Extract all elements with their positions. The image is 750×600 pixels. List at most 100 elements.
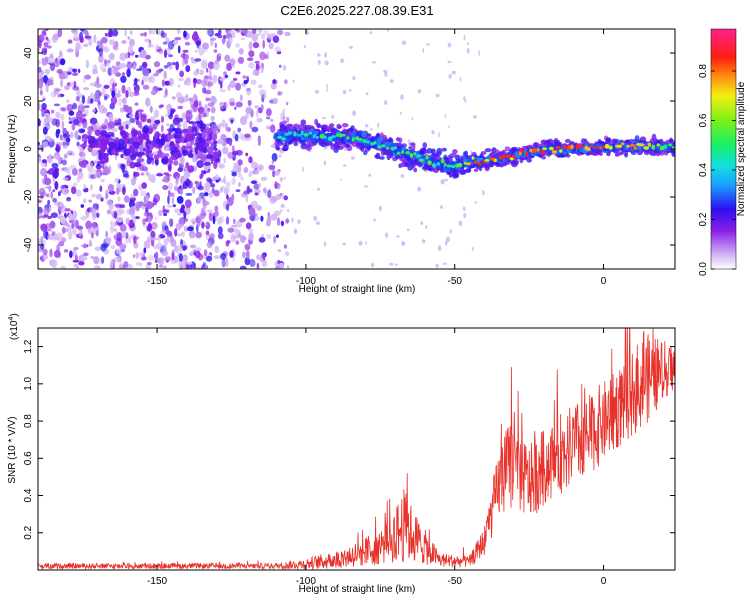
spectrogram-noise-blob — [277, 185, 281, 190]
spectrogram-noise-blob — [213, 255, 221, 260]
spectrogram-noise-blob — [279, 91, 284, 95]
spectrogram-signal-halo — [540, 140, 545, 147]
spectrogram-noise-blob — [119, 244, 123, 248]
spectrogram-noise-blob — [463, 34, 466, 41]
spectrogram-noise-blob — [229, 250, 234, 258]
spectrogram-noise-blob — [174, 208, 180, 214]
spectrogram-noise-blob — [284, 79, 288, 85]
spectrogram-noise-blob — [83, 159, 87, 168]
spectrogram-noise-blob — [58, 241, 65, 247]
spectrogram-signal-core — [381, 144, 386, 148]
spectrogram-noise-blob — [43, 75, 48, 83]
spectrogram-noise-blob — [243, 79, 248, 85]
spectrogram-noise-blob — [142, 132, 150, 141]
spectrogram-noise-blob — [44, 186, 52, 189]
spectrogram-noise-blob — [79, 36, 84, 44]
spectrogram-noise-blob — [101, 87, 106, 96]
spectrogram-noise-blob — [163, 213, 168, 216]
spectrogram-noise-blob — [239, 235, 246, 244]
spectrogram-noise-blob — [180, 53, 186, 59]
snr-y-tick-label: 1.2 — [23, 339, 34, 353]
spectrogram-signal-core — [451, 164, 456, 169]
spectrogram-noise-blob — [155, 251, 159, 261]
spectrogram-signal-core — [551, 150, 558, 154]
spectrogram-noise-blob — [143, 31, 147, 37]
spectrogram-noise-blob — [278, 154, 282, 158]
spectrogram-noise-blob — [180, 243, 183, 253]
spectrogram-noise-blob — [194, 58, 202, 62]
spectrogram-noise-blob — [170, 109, 174, 113]
spectrogram-noise-blob — [233, 218, 236, 224]
spectrogram-noise-blob — [64, 188, 70, 194]
spectrogram-noise-blob — [91, 193, 96, 198]
spectrogram-noise-blob — [231, 224, 238, 228]
spectrogram-noise-blob — [61, 107, 67, 112]
spectrogram-noise-blob — [417, 89, 422, 94]
colorbar-scale — [710, 28, 737, 270]
spectrogram-noise-blob — [42, 126, 48, 135]
spectrogram-noise-blob — [225, 181, 231, 187]
spectrogram-noise-blob — [69, 250, 73, 259]
spectrogram-noise-blob — [119, 107, 125, 113]
spectrogram-y-tick-label: -20 — [23, 189, 34, 204]
spectrogram-noise-blob — [135, 252, 139, 260]
spectrogram-noise-blob — [315, 89, 320, 94]
spectrogram-noise-blob — [163, 175, 171, 183]
spectrogram-noise-blob — [284, 251, 290, 256]
spectrogram-noise-blob — [323, 160, 327, 166]
spectrogram-noise-blob — [166, 61, 172, 67]
spectrogram-noise-blob — [112, 66, 119, 75]
spectrogram-noise-blob — [68, 116, 72, 121]
spectrogram-noise-blob — [156, 31, 162, 35]
spectrogram-noise-blob — [108, 113, 114, 122]
spectrogram-noise-blob — [106, 199, 113, 206]
spectrogram-signal-core — [373, 141, 377, 145]
spectrogram-noise-blob — [439, 205, 444, 209]
spectrogram-noise-blob — [72, 228, 77, 236]
spectrogram-noise-blob — [302, 166, 304, 172]
spectrogram-noise-blob — [128, 113, 134, 118]
spectrogram-noise-blob — [364, 124, 369, 128]
spectrogram-noise-blob — [208, 69, 212, 79]
spectrogram-noise-blob — [261, 62, 264, 69]
spectrogram-noise-blob — [142, 84, 150, 90]
spectrogram-noise-blob — [316, 187, 320, 191]
spectrogram-noise-blob — [223, 157, 226, 164]
spectrogram-noise-blob — [447, 42, 452, 48]
spectrogram-noise-blob — [167, 134, 175, 140]
spectrogram-noise-blob — [53, 103, 61, 107]
spectrogram-noise-blob — [38, 212, 43, 217]
spectrogram-noise-blob — [195, 231, 202, 239]
spectrogram-noise-blob — [75, 41, 80, 51]
spectrogram-noise-blob — [177, 97, 185, 103]
spectrogram-noise-blob — [122, 97, 128, 106]
spectrogram-noise-blob — [225, 203, 230, 211]
spectrogram-signal-body — [355, 131, 361, 138]
spectrogram-noise-blob — [251, 126, 259, 133]
spectrogram-noise-blob — [225, 256, 228, 263]
spectrogram-noise-blob — [162, 41, 168, 45]
spectrogram-noise-blob — [271, 160, 274, 164]
spectrogram-noise-blob — [235, 101, 243, 108]
spectrogram-noise-blob — [280, 192, 285, 200]
spectrogram-noise-blob — [38, 72, 42, 80]
spectrogram-noise-blob — [148, 29, 152, 35]
spectrogram-noise-blob — [122, 173, 129, 178]
snr-x-axis: -150 -100 -50 0 — [147, 328, 607, 587]
spectrogram-noise-blob — [154, 216, 158, 221]
spectrogram-noise-blob — [62, 133, 70, 139]
spectrogram-noise-blob — [242, 75, 247, 79]
spectrogram-y-tick-label: -40 — [23, 237, 34, 252]
spectrogram-noise-blob — [266, 233, 272, 240]
spectrogram-noise-blob — [120, 75, 127, 84]
spectrogram-signal-core — [518, 150, 522, 156]
spectrogram-noise-blob — [59, 215, 66, 224]
spectrogram-noise-blob — [38, 118, 41, 126]
spectrogram-noise-blob — [140, 202, 146, 210]
spectrogram-noise-blob — [279, 177, 284, 182]
spectrogram-noise-blob — [210, 96, 217, 104]
spectrogram-noise-blob — [250, 200, 258, 209]
spectrogram-noise-blob — [270, 82, 277, 90]
spectrogram-noise-blob — [224, 74, 228, 79]
spectrogram-noise-blob — [166, 204, 174, 208]
